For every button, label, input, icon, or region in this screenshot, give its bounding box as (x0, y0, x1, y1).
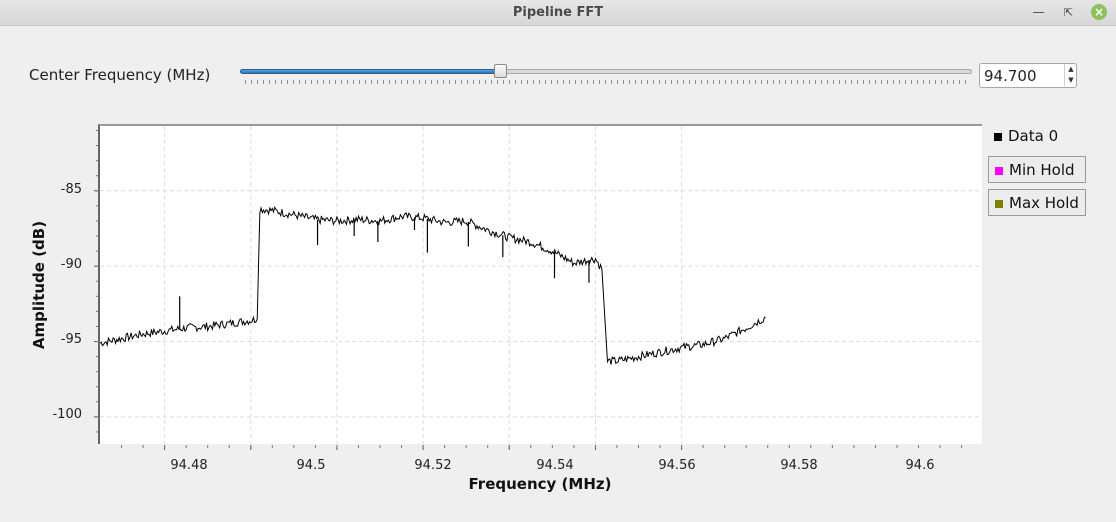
series-line-data-0 (99, 206, 766, 365)
legend-item-data-0[interactable]: Data 0 (988, 123, 1086, 150)
center-frequency-input[interactable] (984, 66, 1060, 85)
window-title: Pipeline FFT (512, 5, 604, 20)
y-tick-label: -100 (52, 407, 82, 422)
legend-item-max-hold[interactable]: Max Hold (988, 189, 1086, 216)
center-frequency-spinbox[interactable]: ▲ ▼ (979, 63, 1077, 88)
legend-item-min-hold[interactable]: Min Hold (988, 156, 1086, 183)
center-frequency-label: Center Frequency (MHz) (29, 66, 211, 84)
minimize-button[interactable]: — (1032, 5, 1045, 19)
window-titlebar: Pipeline FFT — ⇱ × (0, 0, 1116, 26)
close-button[interactable]: × (1091, 4, 1107, 20)
x-tick-label: 94.58 (780, 458, 818, 473)
x-tick-label: 94.5 (296, 458, 326, 473)
legend-swatch (995, 167, 1003, 175)
legend-label: Data 0 (1008, 127, 1059, 145)
center-frequency-slider[interactable] (240, 64, 972, 86)
x-tick-label: 94.48 (170, 458, 208, 473)
x-tick-label: 94.54 (536, 458, 574, 473)
spin-down-arrow-icon[interactable]: ▼ (1064, 75, 1077, 86)
y-tick-label: -85 (60, 182, 82, 197)
x-tick-label: 94.6 (905, 458, 935, 473)
y-tick-label: -95 (60, 332, 82, 347)
x-tick-label: 94.56 (658, 458, 696, 473)
x-axis-label: Frequency (MHz) (468, 475, 612, 493)
fft-plot-area[interactable] (98, 124, 982, 444)
x-tick-label: 94.52 (414, 458, 452, 473)
y-tick-label: -90 (60, 257, 82, 272)
legend-label: Min Hold (1009, 161, 1075, 179)
slider-handle[interactable] (493, 64, 507, 78)
y-axis-label: Amplitude (dB) (30, 220, 48, 350)
slider-ticks (245, 80, 967, 84)
legend-swatch (994, 133, 1002, 141)
legend-swatch (995, 200, 1003, 208)
maximize-button[interactable]: ⇱ (1063, 6, 1074, 19)
legend-label: Max Hold (1009, 194, 1079, 212)
spin-up-arrow-icon[interactable]: ▲ (1064, 64, 1077, 75)
